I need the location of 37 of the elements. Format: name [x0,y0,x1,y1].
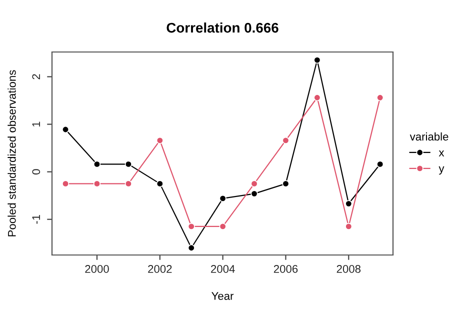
point [314,56,321,64]
y-tick-label: -1 [32,214,40,224]
x-tick-label: 2000 [85,265,109,273]
x-tick-label: 2004 [211,265,235,273]
point [345,222,352,230]
x-tick-label: 2008 [336,265,361,273]
point [219,222,226,230]
point [250,180,258,188]
x-axis-title: Year [212,292,234,300]
y-tick-label: 2 [32,74,40,80]
point [188,244,195,252]
y-tick-label: 0 [32,169,40,174]
point [93,180,101,188]
point [156,180,164,188]
point [376,160,384,168]
point [62,126,70,134]
legend-label: y [438,166,444,175]
x-tick-label: 2002 [148,265,172,273]
point [376,94,384,102]
point [250,190,258,198]
point [124,180,132,188]
y-axis-title: Pooled standardized observations [8,70,16,236]
point [156,136,164,144]
point [124,160,132,168]
point [93,160,101,168]
point [345,200,352,208]
point [188,222,195,230]
point [314,94,321,102]
legend-title: variable [410,132,448,141]
y-tick-label: 1 [32,122,40,127]
x-tick-label: 2006 [274,265,298,273]
legend-label: x [438,150,444,156]
chart-title: Correlation 0.666 [166,22,278,33]
point [282,180,290,188]
point [62,180,70,188]
point [282,136,290,144]
point [219,194,226,202]
